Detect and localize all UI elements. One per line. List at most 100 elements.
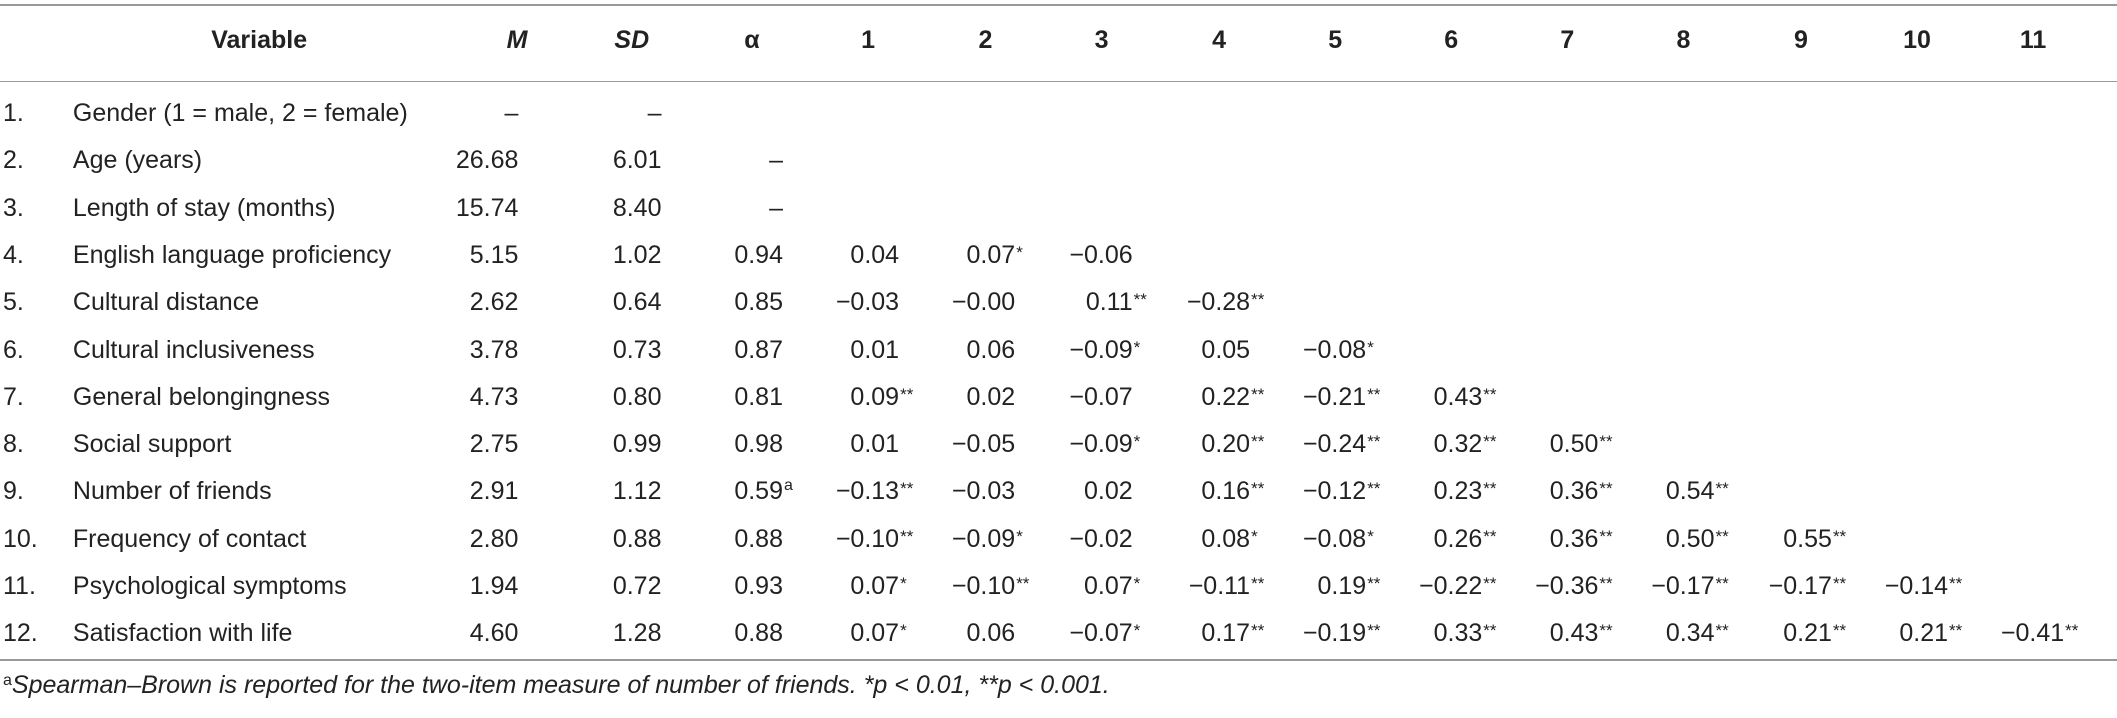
cell: 2.62 <box>469 288 519 317</box>
cell: −0.21** <box>1302 382 1381 411</box>
column-header: 3 <box>1094 26 1109 54</box>
column-header: 11 <box>2019 26 2047 54</box>
cell: 6.01 <box>612 146 662 175</box>
cell: 0.17** <box>1201 619 1265 648</box>
row-variable: Age (years) <box>72 146 203 175</box>
cell: −0.07* <box>1069 619 1141 648</box>
footnote-text: Spearman–Brown is reported for the two-i… <box>11 671 1110 699</box>
cell: 1.28 <box>612 619 662 648</box>
cell: −0.10** <box>835 524 914 553</box>
cell: 0.88 <box>612 524 662 553</box>
cell: −0.02 <box>1069 524 1133 553</box>
column-header: Variable <box>211 26 308 54</box>
cell: −0.07 <box>1069 382 1133 411</box>
cell: 0.50** <box>1665 524 1729 553</box>
column-header: 5 <box>1328 26 1343 54</box>
row-variable: General belongingness <box>72 382 331 411</box>
cell: 4.73 <box>469 382 519 411</box>
cell: 0.05 <box>1201 335 1251 364</box>
cell: 0.64 <box>612 288 662 317</box>
cell: −0.09* <box>1069 430 1141 459</box>
row-variable: Length of stay (months) <box>72 193 336 222</box>
cell: 0.94 <box>734 240 783 269</box>
cell: −0.00 <box>951 288 1016 317</box>
cell: 2.91 <box>469 477 519 506</box>
cell: 1.94 <box>469 572 519 600</box>
cell-value: 0.59 <box>734 477 783 506</box>
cell: −0.08* <box>1302 524 1374 553</box>
cell: 0.93 <box>734 572 783 600</box>
column-header: SD <box>614 26 650 54</box>
cell: 0.21** <box>1899 619 1963 648</box>
cell: – <box>647 99 662 127</box>
cell: 0.11** <box>1085 288 1147 317</box>
row-variable: English language proficiency <box>72 240 392 269</box>
row-number: 2. <box>3 146 24 175</box>
cell: 0.04 <box>850 240 900 269</box>
cell: 0.02 <box>1083 477 1133 506</box>
cell: 0.09** <box>850 382 914 411</box>
row-number: 5. <box>3 288 24 317</box>
cell: −0.36** <box>1535 572 1613 600</box>
row-variable: Frequency of contact <box>72 524 307 553</box>
header-rule <box>0 81 2117 82</box>
cell: 1.12 <box>612 477 662 506</box>
cell: 4.60 <box>469 619 519 648</box>
cell: 0.85 <box>734 288 783 317</box>
cell: 0.01 <box>850 335 900 364</box>
column-header: 6 <box>1444 26 1459 54</box>
row-number: 11. <box>3 572 36 600</box>
cell: 0.20** <box>1201 430 1265 459</box>
cell: 0.55** <box>1783 524 1847 553</box>
row-number: 4. <box>3 240 24 269</box>
cell: 0.16** <box>1201 477 1265 506</box>
cell: −0.09* <box>1069 335 1141 364</box>
cell: 0.01 <box>850 430 900 459</box>
cell: 0.34** <box>1665 619 1729 648</box>
cell: −0.09* <box>951 524 1023 553</box>
cell: 0.26** <box>1433 524 1497 553</box>
column-header: 7 <box>1560 26 1575 54</box>
row-variable: Cultural distance <box>72 288 260 317</box>
row-number: 10. <box>3 524 38 553</box>
column-header: M <box>506 26 528 54</box>
bottom-rule <box>0 659 2117 661</box>
cell: 0.81 <box>734 382 783 411</box>
cell: −0.11** <box>1188 572 1265 600</box>
row-variable: Psychological symptoms <box>72 572 347 600</box>
cell: 0.36** <box>1549 477 1613 506</box>
cell: −0.10** <box>951 572 1030 600</box>
cell: 0.98 <box>734 430 783 459</box>
row-variable: Number of friends <box>72 477 272 506</box>
cell: −0.17** <box>1768 572 1847 600</box>
cell: 3.78 <box>469 335 519 364</box>
cell: 0.06 <box>966 335 1016 364</box>
cell: 0.32** <box>1433 430 1497 459</box>
cell: −0.14** <box>1884 572 1963 600</box>
row-variable: Gender (1 = male, 2 = female) <box>72 99 408 127</box>
cell: −0.03 <box>835 288 900 317</box>
cell: 0.19** <box>1317 572 1381 600</box>
cell: 0.59a <box>734 476 793 510</box>
cell: 26.68 <box>455 146 519 175</box>
cell: −0.19** <box>1302 619 1381 648</box>
cell: −0.13** <box>835 477 914 506</box>
cell: 0.88 <box>734 619 783 648</box>
cell: 0.07* <box>850 572 907 600</box>
cell: 8.40 <box>612 193 662 222</box>
row-number: 6. <box>3 335 24 364</box>
cell: 15.74 <box>455 193 519 222</box>
row-number: 12. <box>3 619 38 648</box>
cell: 0.22** <box>1201 382 1265 411</box>
cell: −0.41** <box>2000 619 2079 648</box>
cell: 0.88 <box>734 524 783 553</box>
cell: 0.08* <box>1201 524 1258 553</box>
footnote-mark: a <box>3 672 12 689</box>
row-number: 8. <box>3 430 24 459</box>
cell: 0.06 <box>966 619 1016 648</box>
cell: −0.05 <box>951 430 1016 459</box>
column-header: 2 <box>978 26 993 54</box>
cell: 0.43** <box>1549 619 1613 648</box>
column-header: 10 <box>1903 26 1931 54</box>
